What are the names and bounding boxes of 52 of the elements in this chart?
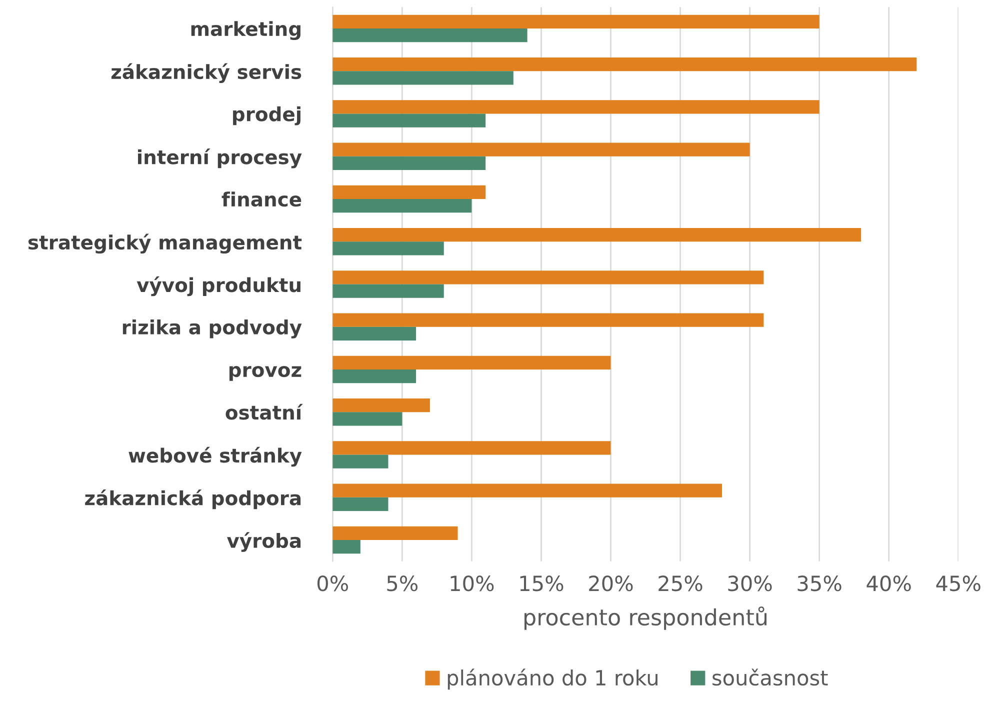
bar bbox=[332, 156, 486, 170]
bar bbox=[332, 356, 611, 370]
x-tick-label: 35% bbox=[798, 576, 842, 592]
x-tick-label: 20% bbox=[589, 576, 633, 592]
bar bbox=[332, 185, 486, 199]
y-tick-label: interní procesy bbox=[138, 148, 302, 168]
x-tick-label: 10% bbox=[450, 576, 494, 592]
bar bbox=[332, 114, 486, 128]
y-tick-label: marketing bbox=[191, 21, 300, 40]
x-tick-label: 30% bbox=[728, 576, 772, 592]
bar bbox=[332, 412, 402, 426]
bar bbox=[332, 100, 820, 114]
bar bbox=[332, 270, 764, 284]
legend-label: plánováno do 1 roku bbox=[448, 668, 658, 690]
bar bbox=[332, 497, 388, 511]
bar bbox=[332, 369, 416, 384]
bar bbox=[332, 540, 360, 554]
bar bbox=[332, 14, 820, 28]
legend-label: současnost bbox=[712, 668, 828, 686]
y-tick-label: strategický management bbox=[28, 234, 302, 254]
bar bbox=[332, 228, 862, 242]
bar bbox=[332, 326, 416, 340]
x-tick-label: 0% bbox=[317, 576, 348, 592]
y-tick-label: ostatní bbox=[226, 404, 303, 420]
bar bbox=[332, 313, 764, 327]
x-tick-label: 45% bbox=[936, 576, 980, 592]
y-tick-label: zákaznický servis bbox=[111, 63, 302, 84]
bar bbox=[332, 284, 444, 298]
y-tick-label: prodej bbox=[233, 106, 300, 126]
y-tick-label: vývoj produktu bbox=[136, 276, 300, 296]
bar bbox=[332, 441, 611, 455]
y-tick-label: finance bbox=[222, 192, 302, 207]
y-tick-label: provoz bbox=[229, 366, 302, 381]
bar bbox=[332, 198, 472, 213]
y-tick-label: rizika a podvody bbox=[122, 319, 302, 338]
x-tick-label: 5% bbox=[387, 576, 418, 592]
x-tick-label: 25% bbox=[658, 576, 702, 592]
x-axis-title: procento respondentů bbox=[524, 606, 766, 630]
bar bbox=[332, 454, 388, 468]
bar bbox=[332, 142, 750, 156]
bar bbox=[332, 398, 430, 412]
bar bbox=[332, 526, 458, 540]
x-tick-label: 15% bbox=[520, 576, 564, 592]
x-tick-label: 40% bbox=[866, 576, 911, 592]
bar bbox=[332, 242, 444, 256]
bar bbox=[332, 71, 514, 85]
bar bbox=[332, 57, 917, 72]
y-tick-label: zákaznická podpora bbox=[85, 490, 301, 510]
y-tick-label: výroba bbox=[227, 532, 301, 552]
bar bbox=[332, 28, 528, 42]
y-tick-label: webové stránky bbox=[128, 446, 302, 467]
bar bbox=[332, 484, 722, 498]
